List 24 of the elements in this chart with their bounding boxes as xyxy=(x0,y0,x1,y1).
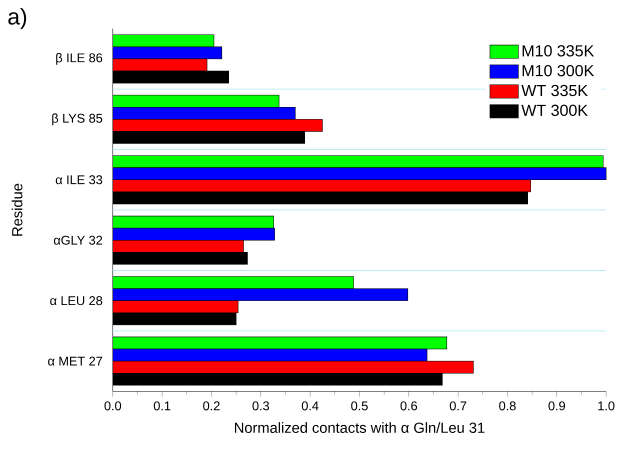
y-tick-label: α ILE 33 xyxy=(56,175,102,184)
text: a) xyxy=(8,8,26,30)
y-tick-label: α LEU 28 xyxy=(50,296,102,306)
legend-label: M10 335K xyxy=(522,45,594,56)
x-tick-label: 0.1 xyxy=(154,401,170,410)
legend-label: WT 300K xyxy=(521,104,588,116)
x-tick-label: 0.6 xyxy=(400,401,418,410)
x-tick-label: 0.9 xyxy=(548,401,566,410)
y-tick-label: αGLY 32 xyxy=(54,236,102,245)
y-tick-label: β LYS 85 xyxy=(52,113,102,126)
x-axis-title: Normalized contacts with α Gln/Leu 31 xyxy=(234,422,484,433)
y-axis-title: Residue xyxy=(12,184,22,236)
x-tick-label: 0.4 xyxy=(302,401,319,410)
y-tick-label: α MET 27 xyxy=(48,356,102,366)
x-tick-label: 0.3 xyxy=(252,401,270,410)
legend-label: WT 335K xyxy=(521,84,588,96)
x-tick-label: 0.5 xyxy=(351,401,368,410)
legend-label: M10 300K xyxy=(522,65,594,76)
x-tick-label: 0.0 xyxy=(104,401,122,410)
x-tick-label: 1.0 xyxy=(598,401,614,410)
y-tick-label: β ILE 86 xyxy=(56,52,102,65)
x-tick-label: 0.2 xyxy=(203,401,220,410)
x-tick-label: 0.7 xyxy=(450,401,466,410)
x-tick-label: 0.8 xyxy=(499,401,516,410)
